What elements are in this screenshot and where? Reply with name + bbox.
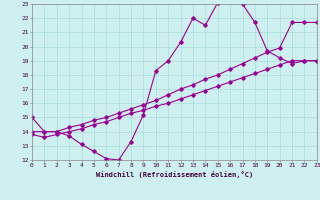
X-axis label: Windchill (Refroidissement éolien,°C): Windchill (Refroidissement éolien,°C) [96,171,253,178]
